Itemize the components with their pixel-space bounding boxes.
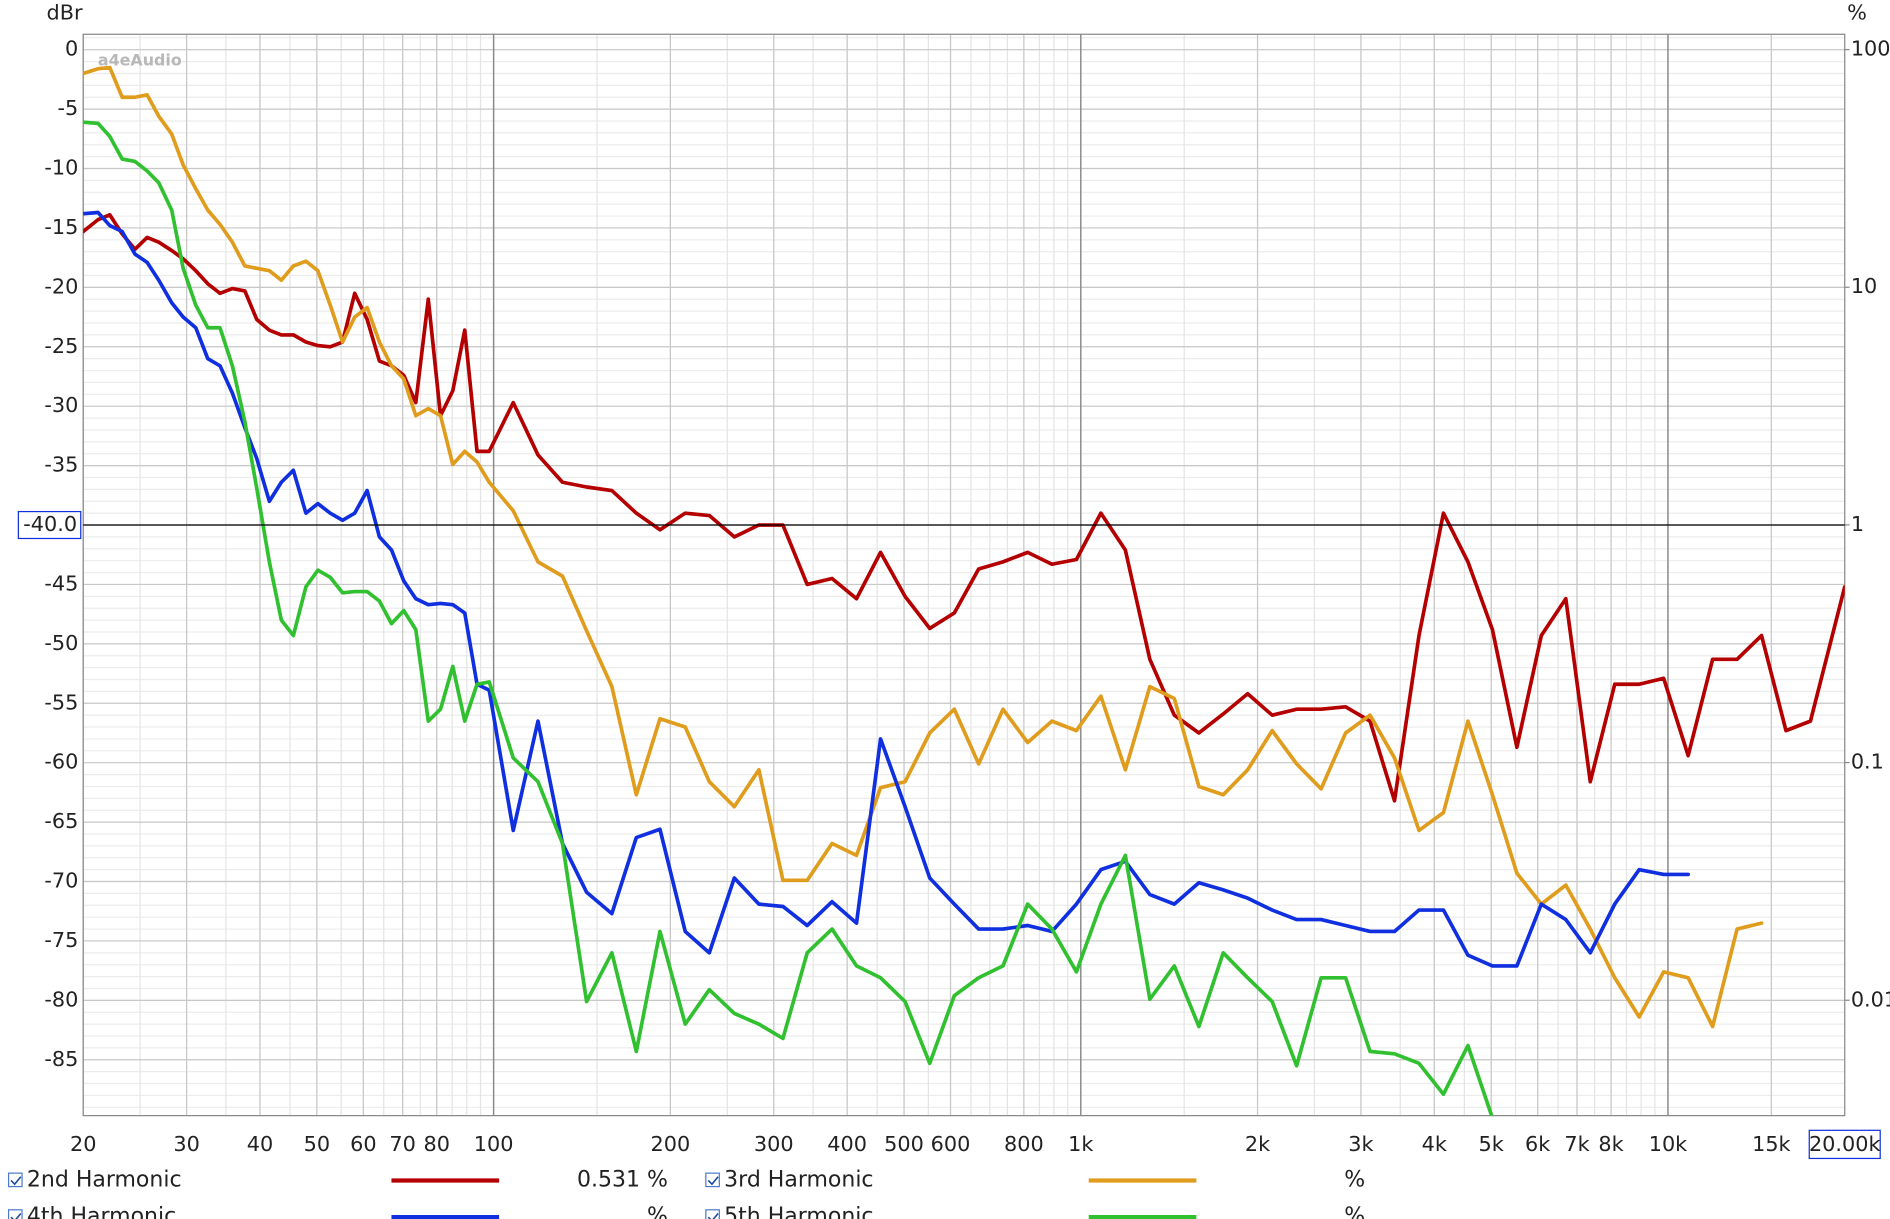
- y-tick-label: -30: [44, 393, 78, 417]
- y-tick-label: -25: [44, 334, 78, 358]
- legend-entry: 5th Harmonic%: [705, 1204, 1365, 1219]
- legend-entry: 4th Harmonic%: [7, 1204, 668, 1219]
- y-cursor-label: -40.0: [23, 512, 77, 536]
- y-tick-label: -50: [44, 631, 78, 655]
- y-tick-label: -55: [44, 690, 78, 714]
- y-tick-label: -70: [44, 869, 78, 893]
- y2-tick-label: 100: [1851, 37, 1890, 61]
- legend-check: [10, 1212, 22, 1219]
- y-tick-label: -10: [44, 156, 78, 180]
- legend-readout: %: [647, 1204, 668, 1219]
- x-tick-label: 15k: [1752, 1132, 1790, 1156]
- x-cursor-box: [1808, 1129, 1881, 1160]
- y2-axis-label: %: [1847, 0, 1867, 24]
- y-tick-label: -5: [58, 96, 79, 120]
- x-tick-label: 4k: [1422, 1132, 1447, 1156]
- y-tick-label: -60: [44, 750, 78, 774]
- legend-check: [10, 1176, 22, 1186]
- legend-name: 3rd Harmonic: [724, 1167, 873, 1192]
- x-tick-label: 50: [304, 1132, 330, 1156]
- legend-entry: 2nd Harmonic 0.531 %: [7, 1167, 668, 1192]
- x-tick-label: 200: [651, 1132, 691, 1156]
- y-cursor-box: [17, 510, 82, 540]
- legend-checkbox[interactable]: [705, 1209, 720, 1219]
- x-tick-label: 80: [423, 1132, 449, 1156]
- x-tick-label: 400: [827, 1132, 867, 1156]
- x-tick-label: 7k: [1564, 1132, 1589, 1156]
- legend-readout: 0.531 %: [577, 1167, 668, 1192]
- y2-tick-label: 10: [1851, 274, 1877, 298]
- y-tick-label: -75: [44, 928, 78, 952]
- watermark: a4eAudio: [98, 51, 182, 70]
- y2-tick-label: 0.1: [1851, 750, 1884, 774]
- legend-readout: %: [1344, 1167, 1365, 1192]
- legend-name: 4th Harmonic: [27, 1204, 176, 1219]
- y-tick-label: -20: [44, 274, 78, 298]
- axes: 0-5-10-15-20-25-30-35-40-45-50-55-60-65-…: [17, 37, 1890, 1160]
- x-tick-label: 1k: [1068, 1132, 1093, 1156]
- x-tick-label: 8k: [1598, 1132, 1623, 1156]
- x-tick-label: 100: [474, 1132, 514, 1156]
- legend-checkbox[interactable]: [705, 1172, 720, 1188]
- legend-readout: %: [1344, 1204, 1365, 1219]
- x-tick-label: 70: [389, 1132, 415, 1156]
- x-tick-label: 500: [884, 1132, 924, 1156]
- y-tick-label: 0: [65, 37, 78, 61]
- x-tick-label: 800: [1004, 1132, 1044, 1156]
- legend-checkbox[interactable]: [7, 1209, 23, 1219]
- x-tick-label: 600: [931, 1132, 971, 1156]
- x-tick-label: 5k: [1479, 1132, 1504, 1156]
- x-cursor-label: 20.00k: [1809, 1132, 1881, 1156]
- legend-name: 2nd Harmonic: [27, 1167, 182, 1192]
- x-tick-label: 40: [247, 1132, 273, 1156]
- grid: [82, 34, 1845, 1116]
- y-tick-label: -35: [44, 453, 78, 477]
- plot-frame: [82, 33, 1846, 1117]
- legend-check: [707, 1176, 719, 1186]
- x-tick-label: 20: [70, 1132, 96, 1156]
- x-tick-label: 10k: [1649, 1132, 1687, 1156]
- x-tick-label: 300: [754, 1132, 794, 1156]
- x-tick-label: 60: [350, 1132, 376, 1156]
- x-tick-label: 6k: [1525, 1132, 1550, 1156]
- y2-tick-label: 0.01: [1851, 987, 1890, 1011]
- series-line: [83, 120, 1494, 1116]
- x-tick-label: 2k: [1245, 1132, 1270, 1156]
- series-line: [83, 65, 1764, 1029]
- legend-name: 5th Harmonic: [724, 1204, 873, 1219]
- y-axis-label: dBr: [46, 0, 82, 24]
- y-tick-label: -15: [44, 215, 78, 239]
- series-line: [83, 210, 1690, 968]
- legend: 2nd Harmonic 0.531 % 3rd Harmonic %4th Harm…: [7, 1167, 1365, 1219]
- y-tick-label: -45: [44, 571, 78, 595]
- legend-checkbox[interactable]: [7, 1172, 23, 1188]
- x-tick-label: 3k: [1348, 1132, 1373, 1156]
- legend-entry: 3rd Harmonic%: [705, 1167, 1365, 1192]
- y-tick-label: -80: [44, 987, 78, 1011]
- y-tick-label: -65: [44, 809, 78, 833]
- legend-check: [707, 1212, 719, 1219]
- y2-tick-label: 1: [1851, 512, 1864, 536]
- x-tick-label: 30: [173, 1132, 199, 1156]
- y-tick-label: -85: [44, 1047, 78, 1071]
